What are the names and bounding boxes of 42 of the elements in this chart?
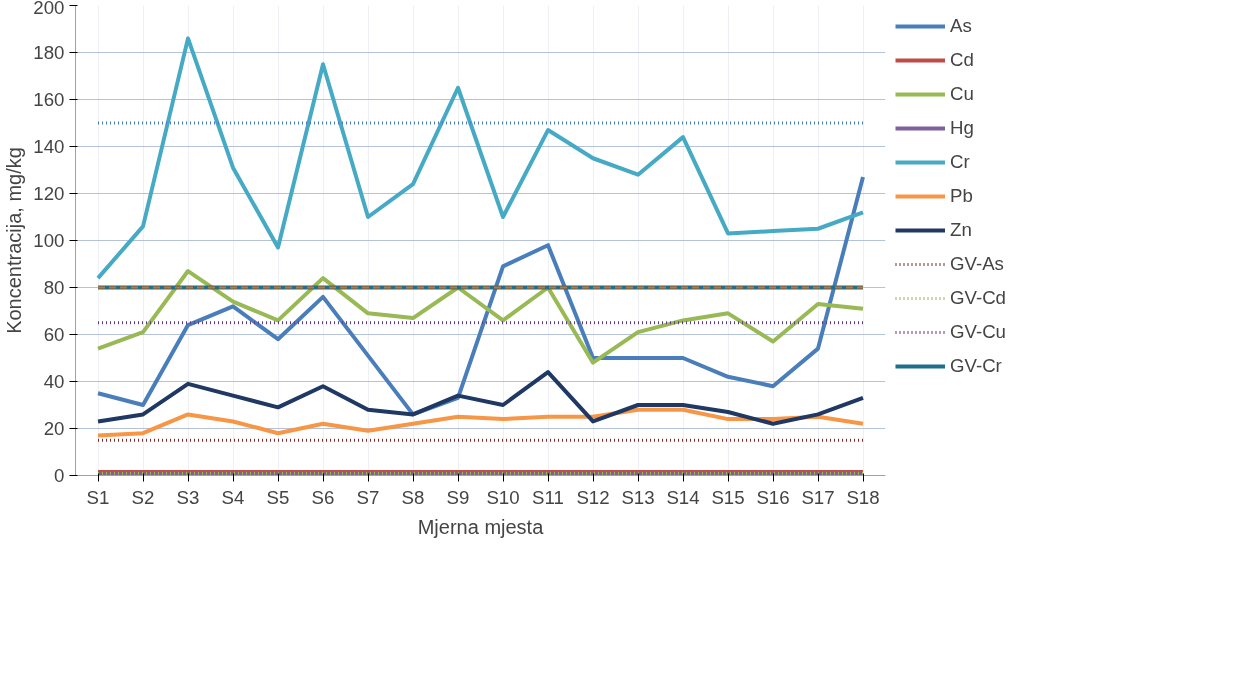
x-tick-label: S3 (176, 486, 200, 508)
legend-label: Pb (950, 185, 973, 207)
x-tick-label: S7 (356, 486, 380, 508)
y-tick-label: 20 (43, 418, 65, 439)
legend-label: GV-Cd (950, 287, 1006, 309)
x-tick-label: S1 (86, 486, 110, 508)
legend-label: As (950, 15, 972, 37)
legend-label: GV-Cu (950, 321, 1006, 343)
legend-label: GV-Cr (950, 355, 1002, 377)
legend-label: Zn (950, 219, 972, 241)
legend-label: Cd (950, 49, 974, 71)
y-tick-label: 140 (33, 136, 65, 157)
x-tick-label: S6 (311, 486, 335, 508)
y-tick-label: 80 (43, 277, 65, 298)
legend-label: Cr (950, 151, 970, 173)
y-tick-label: 180 (33, 42, 65, 63)
x-tick-label: S9 (446, 486, 470, 508)
x-tick-label: S17 (801, 486, 835, 508)
legend-label: GV-As (950, 253, 1004, 275)
y-axis-title: Koncentracija, mg/kg (3, 147, 26, 334)
x-tick-label: S8 (401, 486, 425, 508)
y-tick-label: 160 (33, 89, 65, 110)
x-tick-label: S12 (576, 486, 610, 508)
x-tick-label: S15 (711, 486, 745, 508)
x-tick-label: S4 (221, 486, 245, 508)
x-tick-label: S18 (846, 486, 880, 508)
y-tick-label: 60 (43, 324, 65, 345)
x-tick-label: S5 (266, 486, 290, 508)
y-tick-label: 200 (33, 0, 65, 18)
x-tick-label: S14 (666, 486, 700, 508)
legend-label: Cu (950, 83, 974, 105)
y-tick-label: 120 (33, 183, 65, 204)
x-tick-label: S16 (756, 486, 790, 508)
x-tick-label: S10 (486, 486, 520, 508)
legend-label: Hg (950, 117, 974, 139)
x-tick-label: S11 (532, 486, 564, 508)
y-tick-label: 0 (54, 465, 65, 486)
x-axis-title: Mjerna mjesta (417, 515, 545, 538)
x-tick-label: S2 (131, 486, 155, 508)
x-tick-label: S13 (621, 486, 655, 508)
y-tick-label: 100 (33, 230, 65, 251)
y-tick-label: 40 (43, 371, 65, 392)
